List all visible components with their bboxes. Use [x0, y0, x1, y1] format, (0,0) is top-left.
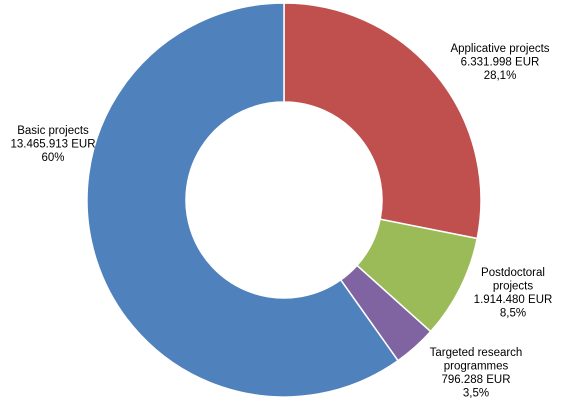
slice-basic-projects: [86, 2, 400, 398]
slices-layer: [86, 2, 482, 398]
data-label-line: 8,5%: [500, 308, 526, 320]
data-label-line: 3,5%: [463, 388, 489, 400]
data-label-line: programmes: [444, 361, 509, 373]
slice-applicative-projects: [283, 2, 482, 240]
data-label-line: Targeted research: [430, 347, 523, 359]
data-label-line: 60%: [41, 152, 64, 164]
data-label-line: 28,1%: [484, 70, 517, 82]
data-label-line: 1.914.480 EUR: [474, 294, 553, 306]
data-label-line: Applicative projects: [450, 43, 549, 55]
data-label-line: 796.288 EUR: [441, 374, 510, 386]
data-label-line: Basic projects: [17, 125, 89, 137]
data-label-line: 6.331.998 EUR: [461, 57, 540, 69]
data-label-line: projects: [493, 281, 534, 293]
data-label-line: Postdoctoral: [481, 267, 545, 279]
data-label-line: 13.465.913 EUR: [10, 139, 95, 151]
